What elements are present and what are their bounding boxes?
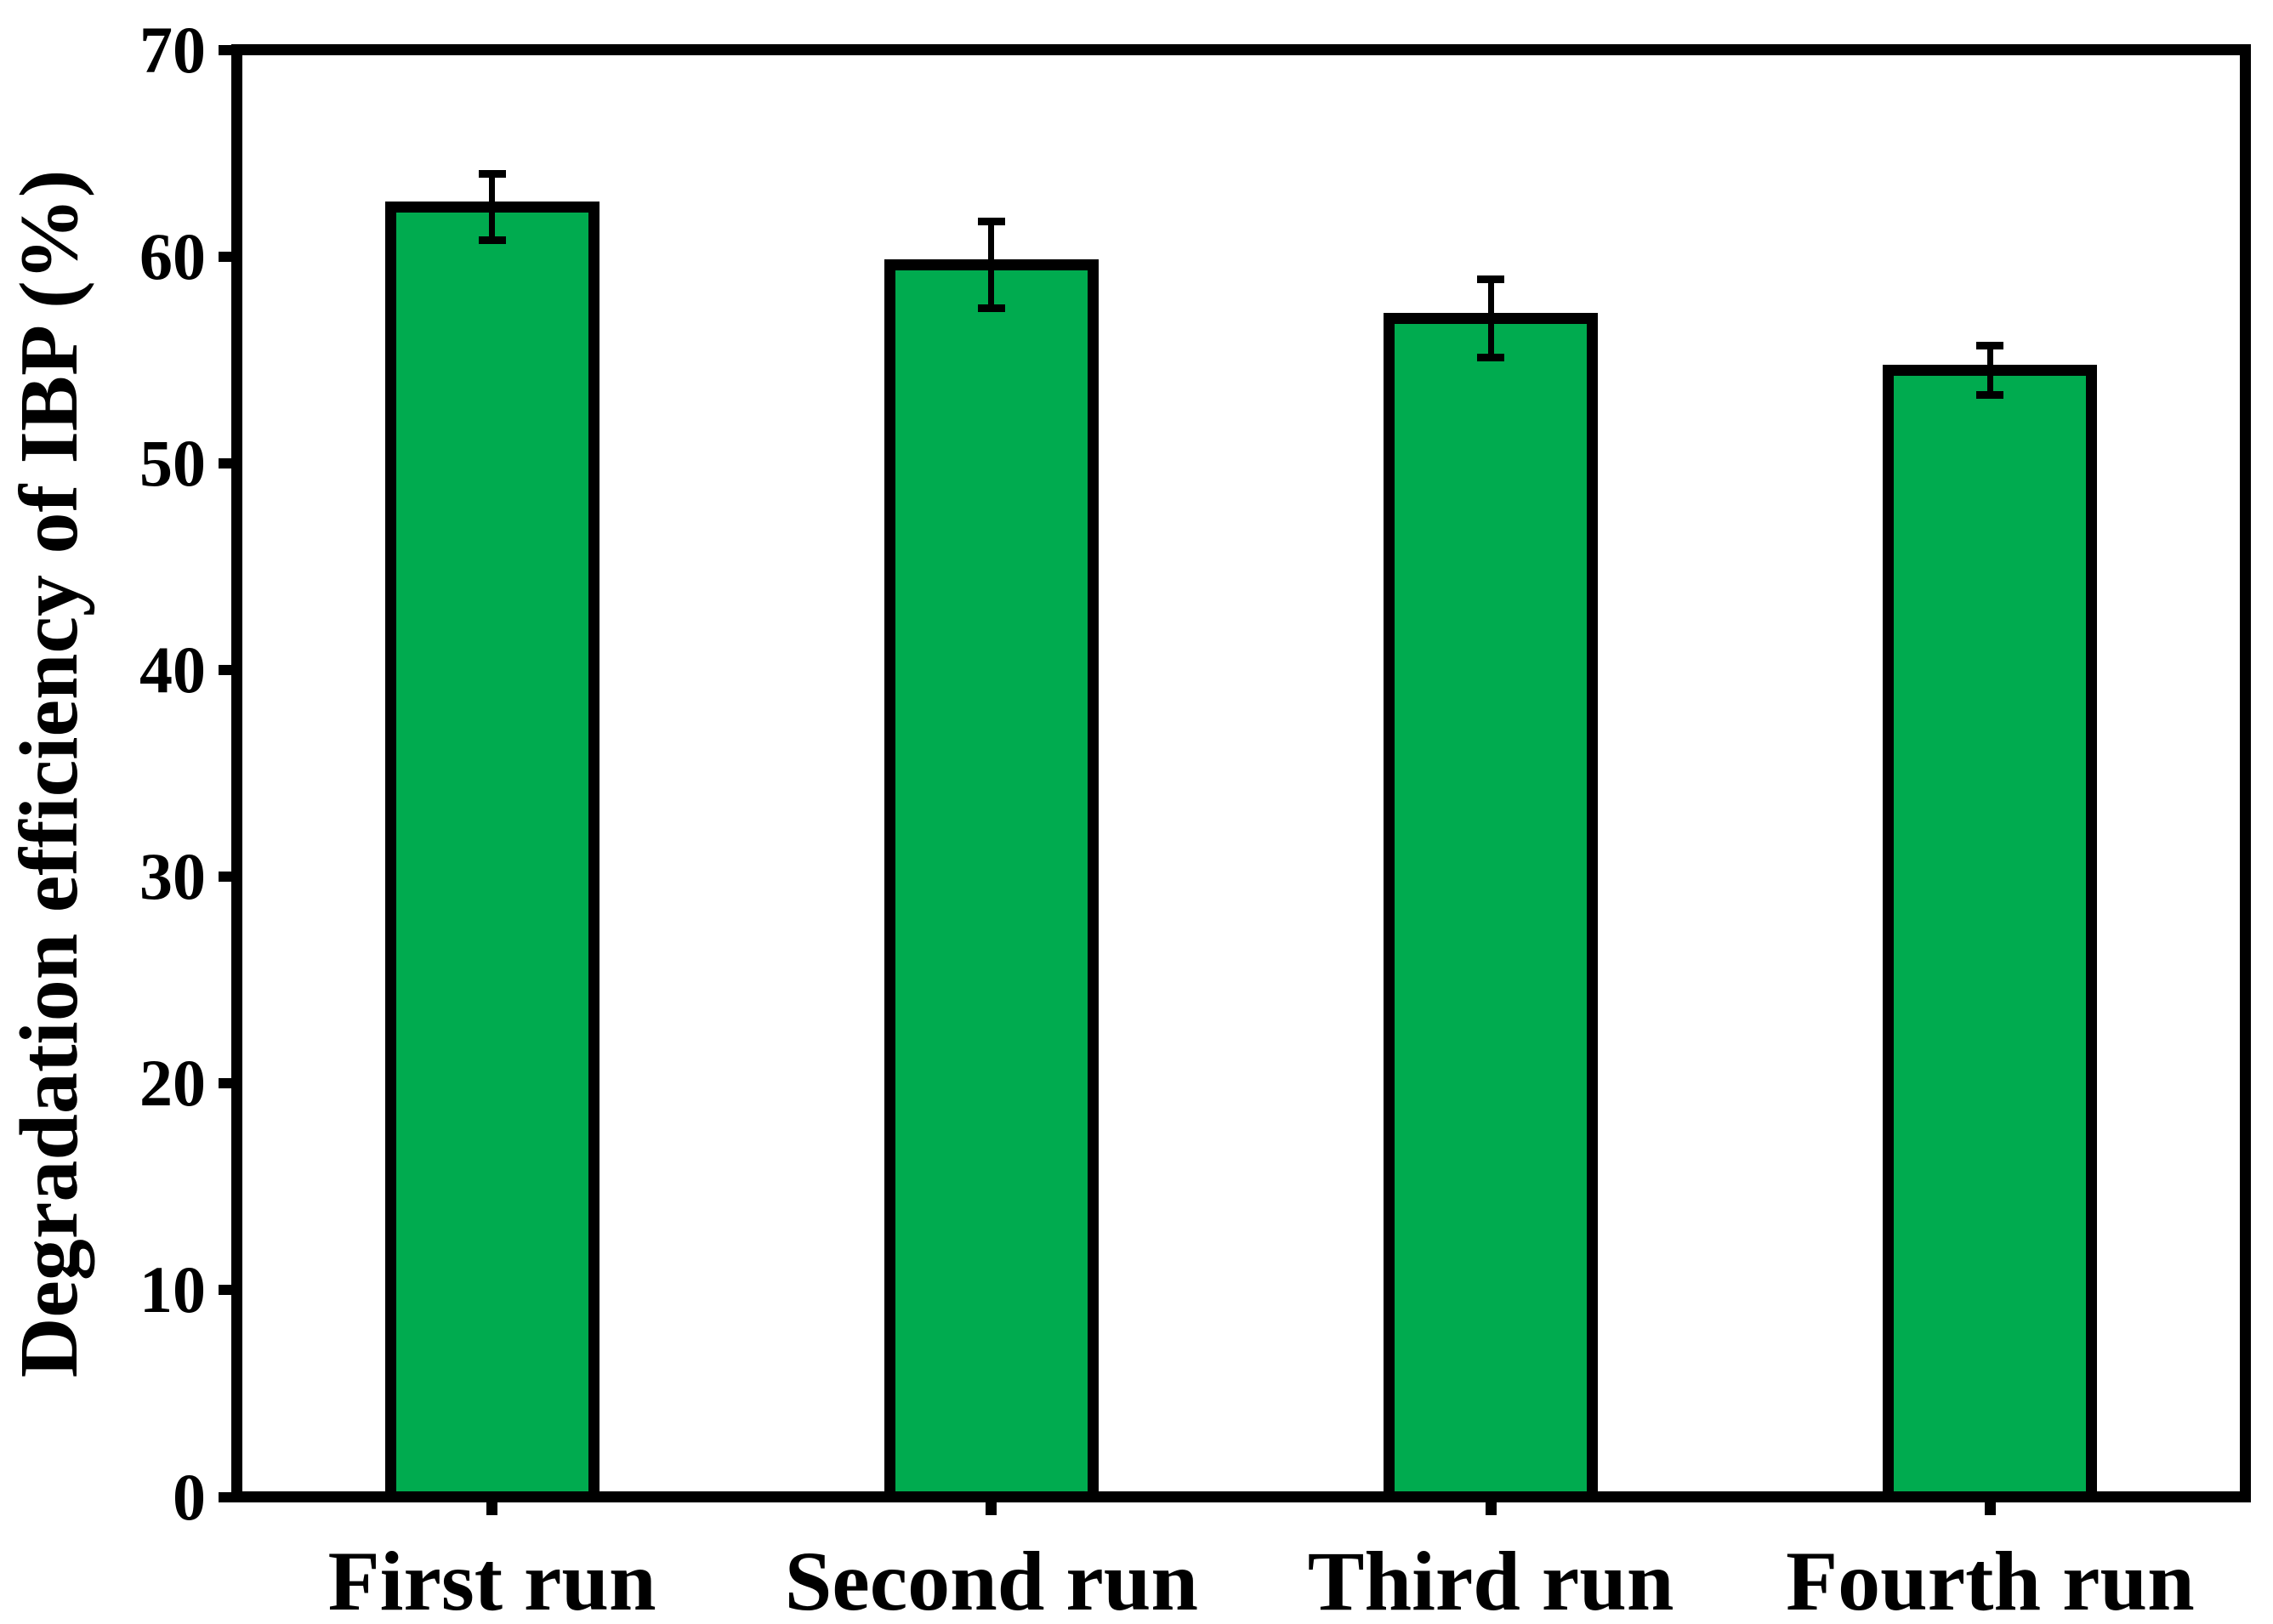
error-bar-cap: [478, 236, 506, 244]
x-category-label: Third run: [1307, 1534, 1674, 1624]
y-axis-tick: [219, 664, 231, 675]
x-category-label: Second run: [784, 1534, 1198, 1624]
error-bar-line: [1487, 279, 1494, 358]
error-bar-line: [489, 173, 496, 241]
y-tick-label: 60: [139, 219, 206, 293]
x-axis-tick: [1984, 1502, 1996, 1515]
y-axis-tick: [219, 1078, 231, 1089]
y-tick-label: 10: [139, 1252, 206, 1327]
bar: [1883, 364, 2098, 1491]
error-bar-cap: [1976, 341, 2004, 349]
y-axis-tick: [219, 457, 231, 468]
y-tick-label: 0: [173, 1459, 206, 1534]
error-bar-cap: [977, 217, 1005, 225]
x-category-label: First run: [327, 1534, 656, 1624]
error-bar-cap: [478, 169, 506, 178]
y-tick-label: 70: [139, 12, 206, 87]
error-bar-line: [1986, 345, 1993, 395]
y-tick-label: 40: [139, 632, 206, 707]
y-tick-label: 30: [139, 839, 206, 914]
y-axis-tick: [219, 251, 231, 262]
y-axis-title: Degradation efficiency of IBP (%): [3, 169, 95, 1377]
x-axis-tick: [486, 1502, 498, 1515]
error-bar-cap: [977, 304, 1005, 312]
error-bar-cap: [1976, 391, 2004, 400]
x-axis-tick: [986, 1502, 997, 1515]
bar: [384, 201, 600, 1491]
y-tick-label: 50: [139, 425, 206, 500]
bar: [1384, 313, 1599, 1491]
x-axis-tick: [1485, 1502, 1497, 1515]
error-bar-cap: [1477, 354, 1505, 362]
y-axis-tick: [219, 872, 231, 883]
error-bar-cap: [1477, 275, 1505, 283]
plot-frame: [231, 44, 2251, 1502]
error-bar-line: [988, 221, 995, 309]
x-category-label: Fourth run: [1786, 1534, 2195, 1624]
y-axis-tick: [219, 1285, 231, 1296]
y-axis-tick: [219, 1491, 231, 1502]
bar: [884, 258, 1099, 1491]
y-axis-tick: [219, 44, 231, 55]
y-tick-label: 20: [139, 1046, 206, 1121]
